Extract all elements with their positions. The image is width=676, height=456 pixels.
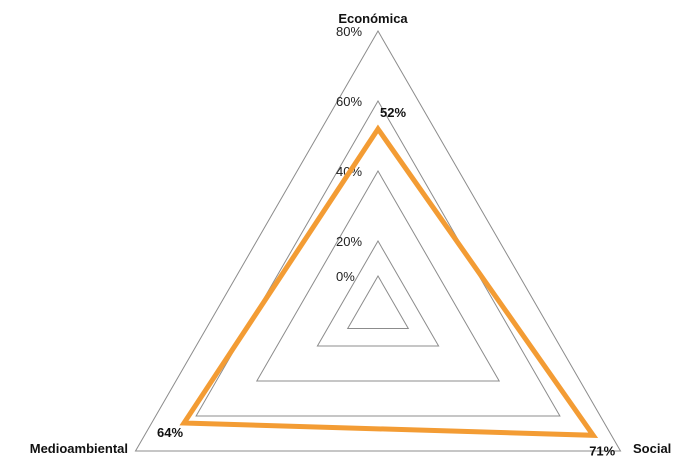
series-line	[179, 124, 599, 438]
grid-ring-60pct	[195, 100, 561, 417]
tick-label: 20%	[336, 234, 362, 249]
grid-ring-0pct	[346, 274, 410, 329]
tick-labels: 0%20%40%60%80%	[336, 24, 362, 284]
data-labels: 52% 71% 64%	[157, 105, 616, 456]
tick-label: 0%	[336, 269, 355, 284]
data-label: 71%	[589, 443, 615, 456]
series-group	[179, 124, 599, 438]
data-label: 64%	[157, 425, 183, 440]
tick-label: 60%	[336, 94, 362, 109]
axis-label-3: Medioambiental	[30, 441, 128, 456]
grid-ring-20pct	[316, 239, 440, 347]
axis-label-1: Económica	[338, 11, 408, 26]
axis-label-2: Social	[633, 441, 671, 456]
tick-label: 80%	[336, 24, 362, 39]
data-label: 52%	[380, 105, 406, 120]
grid-ring-40pct	[255, 169, 501, 382]
grid-ring-80pct	[134, 30, 622, 452]
axis-labels: Económica Social Medioambiental	[30, 11, 672, 456]
